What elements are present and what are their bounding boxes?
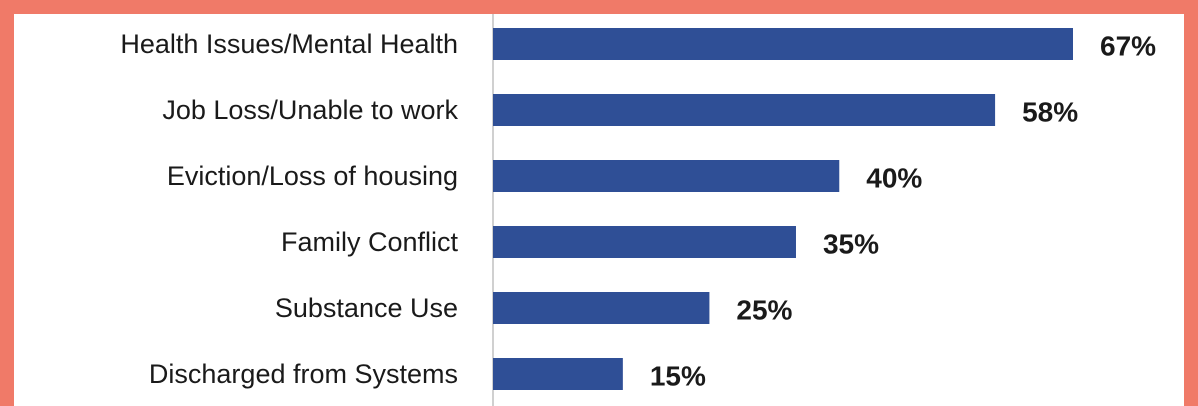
value-label: 25%: [736, 295, 792, 326]
bar: [493, 226, 796, 258]
value-label: 35%: [823, 229, 879, 260]
category-label: Family Conflict: [281, 227, 459, 257]
bar: [493, 94, 996, 126]
category-label: Substance Use: [275, 293, 458, 323]
category-label: Eviction/Loss of housing: [167, 161, 458, 191]
value-label: 58%: [1022, 97, 1078, 128]
category-label: Discharged from Systems: [149, 359, 458, 389]
bar: [493, 160, 840, 192]
category-label: Job Loss/Unable to work: [162, 95, 458, 125]
bar: [493, 28, 1073, 60]
bar: [493, 358, 623, 390]
category-label: Health Issues/Mental Health: [120, 29, 458, 59]
bars: Health Issues/Mental Health 67% Job Loss/U…: [120, 28, 1156, 392]
bar-chart: Health Issues/Mental Health 67% Job Loss/U…: [120, 14, 1156, 406]
value-label: 40%: [866, 163, 922, 194]
bar: [493, 292, 710, 324]
chart-panel: Health Issues/Mental Health 67% Job Loss/U…: [14, 14, 1184, 406]
value-label: 67%: [1100, 31, 1156, 62]
value-label: 15%: [650, 361, 706, 392]
